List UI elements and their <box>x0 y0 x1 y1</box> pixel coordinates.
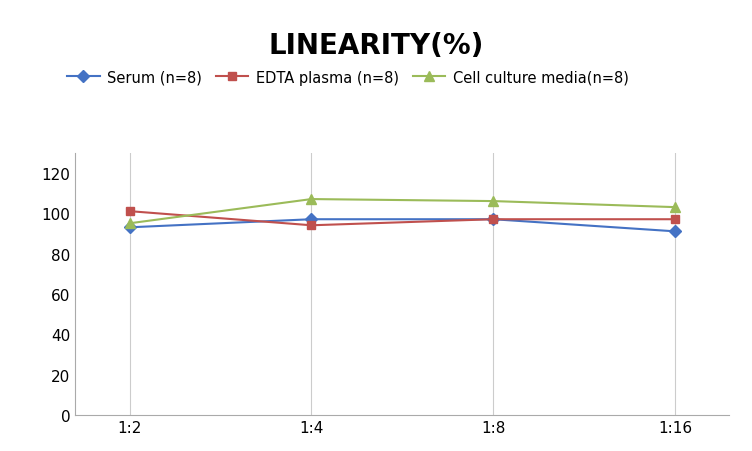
Serum (n=8) <box>307 217 316 222</box>
Legend: Serum (n=8), EDTA plasma (n=8), Cell culture media(n=8): Serum (n=8), EDTA plasma (n=8), Cell cul… <box>68 70 629 85</box>
Cell culture media(n=8) <box>125 221 134 226</box>
Line: Serum (n=8): Serum (n=8) <box>126 216 679 236</box>
Cell culture media(n=8) <box>671 205 680 210</box>
Line: Cell culture media(n=8): Cell culture media(n=8) <box>125 195 680 229</box>
EDTA plasma (n=8) <box>307 223 316 229</box>
EDTA plasma (n=8) <box>671 217 680 222</box>
Cell culture media(n=8) <box>489 199 498 204</box>
Serum (n=8) <box>125 225 134 230</box>
Line: EDTA plasma (n=8): EDTA plasma (n=8) <box>126 207 679 230</box>
EDTA plasma (n=8) <box>125 209 134 214</box>
Serum (n=8) <box>671 229 680 235</box>
Text: LINEARITY(%): LINEARITY(%) <box>268 32 484 60</box>
Serum (n=8) <box>489 217 498 222</box>
Cell culture media(n=8) <box>307 197 316 202</box>
EDTA plasma (n=8) <box>489 217 498 222</box>
